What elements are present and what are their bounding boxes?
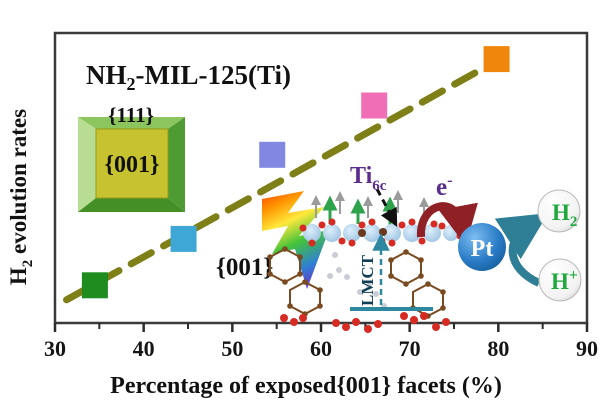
crystal-001-label: {001} — [105, 152, 160, 178]
rainbow-bolt-icon — [262, 191, 329, 289]
x-tick-label: 90 — [576, 336, 598, 361]
chart-title: NH2-MIL-125(Ti) — [86, 60, 291, 94]
pt-sphere — [458, 223, 506, 271]
crystal-top-bevel — [78, 117, 185, 129]
crystal-left-bevel — [78, 117, 96, 212]
x-tick-label: 30 — [44, 336, 66, 361]
x-tick-label: 80 — [487, 336, 509, 361]
hplus-sphere — [538, 258, 582, 302]
data-point-square — [361, 92, 388, 119]
bottom-oxygens — [280, 312, 450, 333]
data-point-square — [170, 225, 197, 252]
h2-label: H2 — [552, 200, 577, 230]
data-point-square — [81, 272, 108, 299]
facet-annotation: {001} — [216, 254, 273, 281]
reaction-arrow-icon — [494, 213, 549, 287]
x-tick-label: 50 — [221, 336, 243, 361]
data-point-square — [483, 46, 510, 73]
x-tick-label: 70 — [399, 336, 421, 361]
plot-dynamic-layer: 30 40 50 60 70 80 90 — [44, 46, 598, 361]
electron-transfer-arrow-icon — [416, 202, 478, 246]
data-point-square — [259, 141, 286, 168]
hplus-label: H+ — [551, 267, 578, 294]
x-tick-label: 60 — [310, 336, 332, 361]
h2-sphere — [537, 189, 581, 233]
crystal-001-face — [95, 128, 169, 199]
lmct-label: LMCT — [358, 254, 377, 306]
electron-label: e- — [436, 172, 452, 201]
amine-groups — [327, 252, 387, 309]
crystal-111-label: {111} — [108, 103, 154, 127]
pt-label: Pt — [471, 236, 494, 262]
crystal-bottom-bevel — [78, 198, 185, 212]
x-axis-label: Percentage of exposed{001} facets (%) — [110, 373, 502, 399]
crystal-inset: {111} {001} — [78, 103, 185, 212]
ti6c-pointer-icon — [375, 188, 398, 227]
mof-cluster-schematic: LMCT — [267, 188, 464, 333]
ti6c-label: Ti6c — [350, 163, 387, 194]
y-axis-label: H2 evolution rates — [6, 109, 36, 285]
trend-line — [63, 64, 488, 304]
crystal-right-bevel — [168, 117, 185, 212]
x-tick-label: 40 — [133, 336, 155, 361]
